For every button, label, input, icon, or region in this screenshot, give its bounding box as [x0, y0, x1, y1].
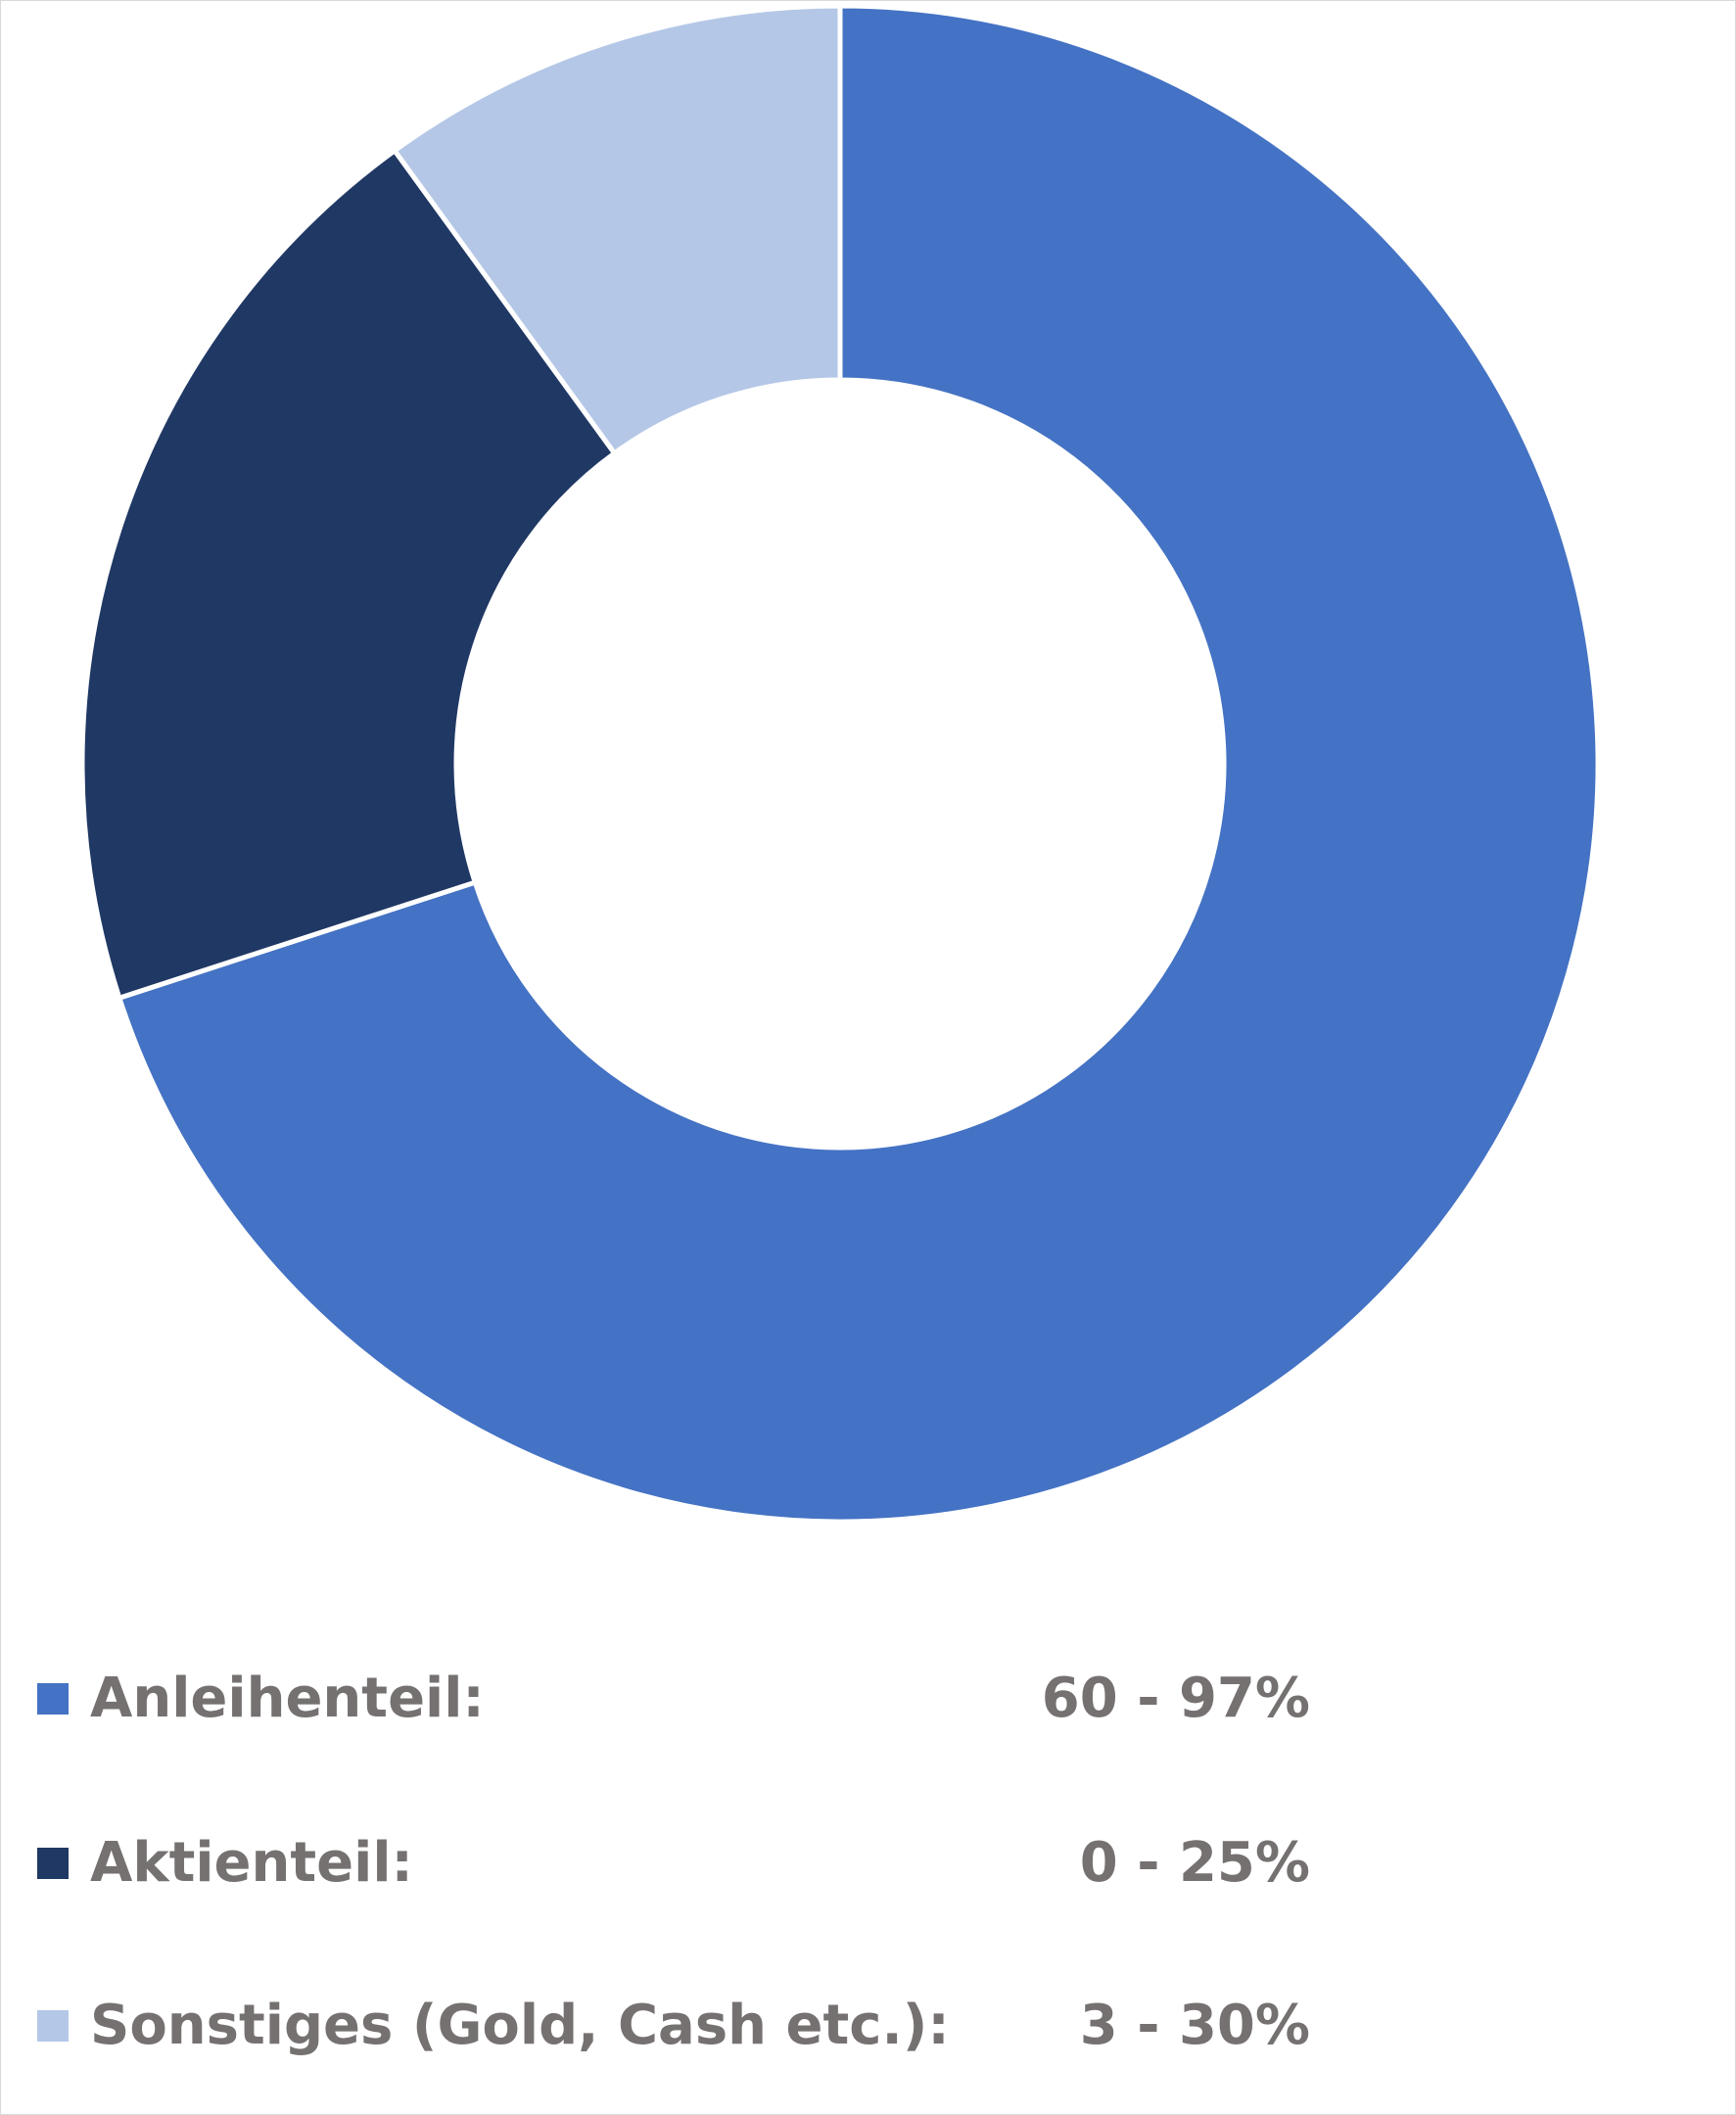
donut-chart — [79, 3, 1601, 1525]
donut-slice-2 — [392, 3, 843, 456]
donut-slice-0 — [117, 3, 1601, 1525]
donut-slice-1 — [79, 148, 618, 1001]
